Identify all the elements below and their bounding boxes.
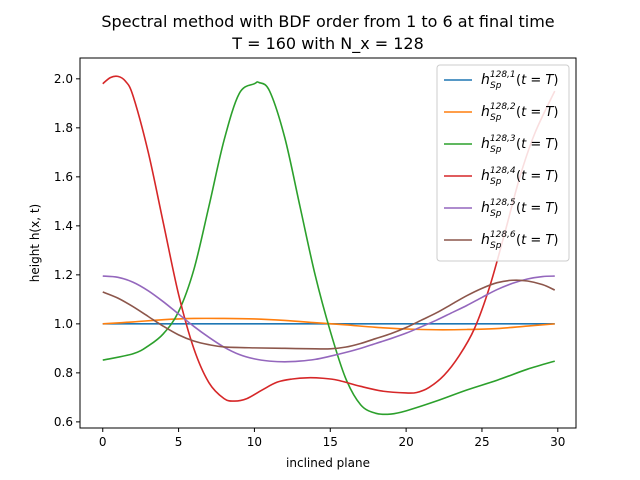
- legend-item: h128,4 Sp (t = T): [444, 166, 558, 187]
- y-tick-label: 0.8: [54, 366, 73, 380]
- chart-title-line-1: Spectral method with BDF order from 1 to…: [101, 12, 554, 31]
- y-tick-label: 1.0: [54, 317, 73, 331]
- legend-label: h128,5 Sp (t = T): [481, 198, 558, 219]
- y-tick-label: 2.0: [54, 72, 73, 86]
- series-line-5: [102, 275, 555, 363]
- x-tick-label: 25: [474, 435, 489, 449]
- legend-item: h128,3 Sp (t = T): [444, 134, 558, 155]
- series-layer: [102, 75, 556, 416]
- series-line-6: [102, 279, 556, 350]
- legend: h128,1 Sp (t = T) h128,2 Sp (t = T) h128,3 Sp (t…: [436, 64, 570, 262]
- y-tick-label: 1.2: [54, 268, 73, 282]
- series-line-4: [102, 75, 556, 402]
- legend-label: h128,6 Sp (t = T): [481, 230, 558, 251]
- y-tick-label: 1.6: [54, 170, 73, 184]
- y-tick-label: 1.8: [54, 121, 73, 135]
- x-tick-label: 5: [175, 435, 183, 449]
- x-tick-label: 10: [247, 435, 262, 449]
- series-line-2: [102, 317, 555, 331]
- legend-item: h128,2 Sp (t = T): [444, 102, 558, 123]
- x-tick-label: 30: [550, 435, 565, 449]
- legend-label: h128,1 Sp (t = T): [481, 70, 558, 91]
- x-tick-label: 15: [323, 435, 338, 449]
- x-axis-label: inclined plane: [286, 456, 370, 470]
- x-axis: 0 5 10 15 20 25 30: [99, 428, 565, 449]
- legend-box: [436, 64, 570, 262]
- y-axis-label: height h(x, t): [28, 204, 42, 282]
- x-tick-label: 20: [398, 435, 413, 449]
- legend-label: h128,2 Sp (t = T): [481, 102, 558, 123]
- chart-title-line-2: T = 160 with N_x = 128: [231, 34, 424, 54]
- legend-label: h128,3 Sp (t = T): [481, 134, 558, 155]
- legend-item: h128,6 Sp (t = T): [444, 230, 558, 251]
- y-axis: 0.6 0.8 1.0 1.2 1.4 1.6 1.8 2.0: [54, 72, 80, 429]
- plot-frame: [79, 57, 577, 429]
- legend-item: h128,5 Sp (t = T): [444, 198, 558, 219]
- x-tick-label: 0: [99, 435, 107, 449]
- legend-label: h128,4 Sp (t = T): [481, 166, 558, 187]
- y-tick-label: 0.6: [54, 415, 73, 429]
- legend-item: h128,1 Sp (t = T): [444, 70, 558, 91]
- y-tick-label: 1.4: [54, 219, 73, 233]
